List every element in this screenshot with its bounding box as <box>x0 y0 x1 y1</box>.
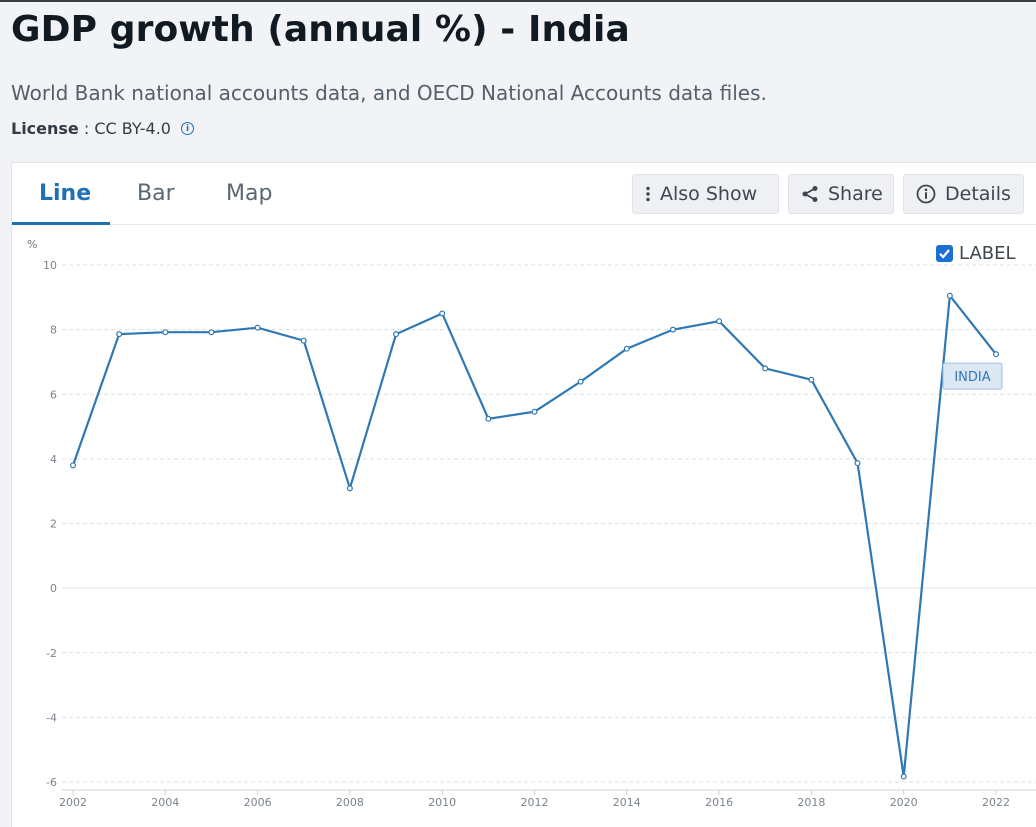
y-tick-label: 4 <box>50 453 57 466</box>
data-point <box>208 329 215 336</box>
data-point <box>623 345 630 352</box>
x-tick-label: 2002 <box>59 796 87 809</box>
share-label: Share <box>828 183 883 205</box>
x-tick-label: 2012 <box>521 796 549 809</box>
share-icon <box>801 185 819 203</box>
data-point <box>762 365 769 372</box>
vertical-dots-icon <box>645 186 651 202</box>
info-icon[interactable]: i <box>180 122 194 135</box>
data-point <box>716 318 723 325</box>
data-point <box>116 331 123 338</box>
also-show-button[interactable]: Also Show <box>632 174 779 214</box>
y-tick-label: 6 <box>50 388 57 401</box>
active-tab-indicator <box>12 222 110 225</box>
x-tick-label: 2006 <box>244 796 272 809</box>
chart-panel: Line Bar Map Also Show Share Details <box>11 162 1036 827</box>
license-label: License <box>11 119 79 138</box>
checkbox-checked-icon[interactable] <box>936 245 953 262</box>
tab-bar[interactable]: Bar <box>137 181 175 206</box>
y-tick-label: 0 <box>50 582 57 595</box>
x-tick-label: 2014 <box>613 796 641 809</box>
x-tick-label: 2008 <box>336 796 364 809</box>
data-point <box>992 351 999 358</box>
data-point <box>393 331 400 338</box>
share-button[interactable]: Share <box>788 174 894 214</box>
series-label-box <box>942 362 1003 390</box>
details-label: Details <box>945 183 1011 205</box>
data-point <box>254 324 261 331</box>
x-tick-label: 2004 <box>151 796 179 809</box>
x-tick-label: 2020 <box>890 796 918 809</box>
data-point <box>69 462 76 469</box>
also-show-label: Also Show <box>660 183 758 205</box>
y-tick-label: -6 <box>46 776 57 789</box>
series-line-india <box>71 292 997 777</box>
page-title: GDP growth (annual %) - India <box>11 9 630 50</box>
x-tick-label: 2010 <box>428 796 456 809</box>
data-point <box>346 485 353 492</box>
y-tick-label: 2 <box>50 518 57 531</box>
data-point <box>485 415 492 422</box>
details-button[interactable]: Details <box>903 174 1024 214</box>
license-line: License : CC BY-4.0 i <box>11 119 194 138</box>
y-tick-label: 8 <box>50 324 57 337</box>
data-point <box>162 329 169 336</box>
series-label-india: INDIA <box>954 370 990 385</box>
data-point <box>577 378 584 385</box>
data-point <box>669 326 676 333</box>
info-circle-icon <box>916 184 936 204</box>
tab-map[interactable]: Map <box>226 181 273 206</box>
y-tick-label: 10 <box>43 259 57 272</box>
data-point <box>439 310 446 317</box>
data-point <box>808 376 815 383</box>
label-toggle[interactable]: LABEL <box>936 243 1016 264</box>
label-toggle-text: LABEL <box>959 243 1016 264</box>
data-point <box>946 292 953 299</box>
data-point <box>300 337 307 344</box>
license-value: : CC BY-4.0 <box>83 119 171 138</box>
tab-line[interactable]: Line <box>39 181 92 206</box>
data-point <box>900 773 907 780</box>
x-tick-label: 2018 <box>797 796 825 809</box>
x-tick-label: 2016 <box>705 796 733 809</box>
x-tick-label: 2022 <box>982 796 1010 809</box>
y-tick-label: -4 <box>46 711 57 724</box>
page-subtitle: World Bank national accounts data, and O… <box>11 81 767 105</box>
top-border <box>0 0 1036 2</box>
data-point <box>854 460 861 467</box>
y-axis-unit-label: % <box>27 238 37 251</box>
chart-tabs: Line Bar Map Also Show Share Details <box>12 163 1036 225</box>
y-tick-label: -2 <box>46 647 57 660</box>
data-point <box>531 408 538 415</box>
